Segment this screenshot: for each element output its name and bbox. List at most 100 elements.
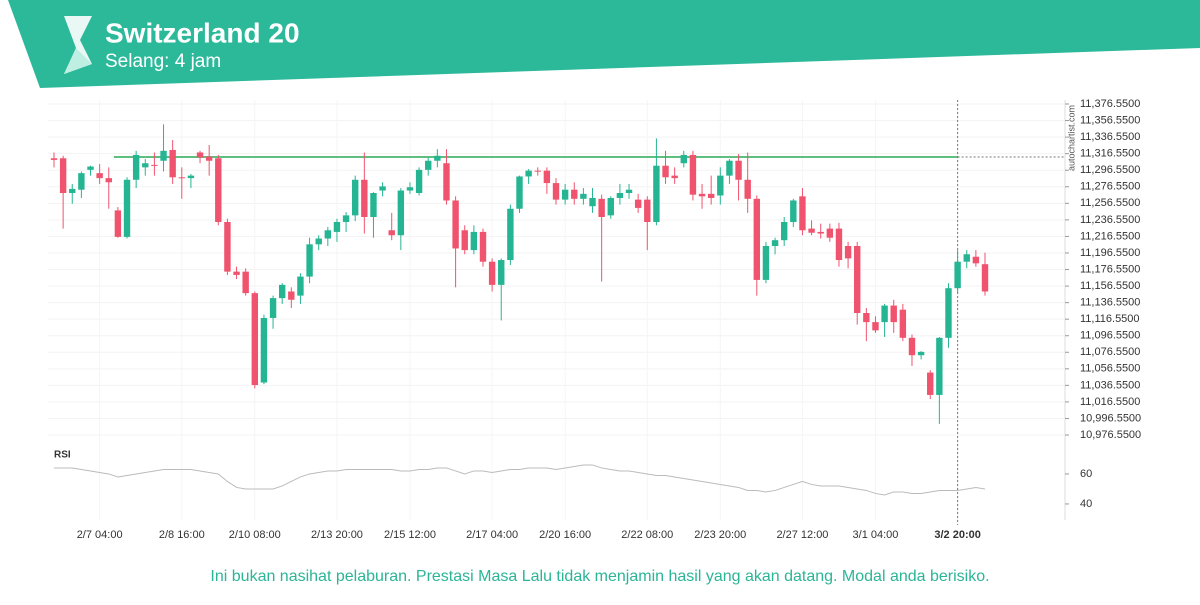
- candle-body: [443, 163, 450, 201]
- candle-body: [972, 256, 980, 264]
- candle-body: [306, 244, 313, 277]
- candle-body: [881, 305, 888, 323]
- candle-body: [251, 293, 259, 386]
- candle-body: [288, 291, 295, 300]
- candle-body: [780, 221, 788, 241]
- candle-body: [50, 158, 58, 160]
- candle-body: [105, 178, 112, 183]
- y-tick-label: 11,336.5500: [1080, 131, 1140, 143]
- candle-body: [607, 197, 614, 216]
- candle-body: [498, 260, 505, 285]
- candle-body: [936, 337, 943, 395]
- candle-body: [735, 160, 742, 180]
- candle-body: [589, 197, 596, 207]
- y-tick-label: 11,376.5500: [1080, 98, 1140, 110]
- candle-body: [78, 173, 85, 190]
- subtitle: Selang: 4 jam: [105, 51, 221, 72]
- candle-body: [415, 169, 423, 194]
- candle-body: [434, 155, 441, 161]
- y-tick-label: 11,156.5500: [1080, 280, 1140, 292]
- candle-body: [634, 199, 642, 208]
- candle-body: [963, 254, 970, 262]
- candle-body: [927, 372, 934, 395]
- watermark: autochartist.com: [1066, 105, 1076, 171]
- candle-body: [771, 240, 779, 246]
- y-tick-label: 11,216.5500: [1080, 230, 1140, 242]
- candle-body: [96, 173, 103, 179]
- candle-body: [278, 284, 286, 299]
- candle-body: [945, 288, 952, 338]
- x-tick-label: 2/22 08:00: [621, 529, 673, 541]
- y-tick-label: 10,996.5500: [1080, 412, 1141, 424]
- candle-body: [516, 176, 523, 209]
- candle-body: [269, 298, 277, 318]
- rsi-tick-label: 40: [1080, 498, 1092, 510]
- candle-body: [799, 196, 806, 231]
- candle-body: [917, 351, 925, 356]
- x-tick-label: 2/27 12:00: [776, 529, 828, 541]
- candle-body: [844, 245, 852, 259]
- candle-body: [388, 230, 395, 236]
- candle-body: [981, 264, 989, 292]
- candle-body: [762, 245, 770, 280]
- y-tick-label: 11,116.5500: [1080, 313, 1140, 325]
- y-tick-label: 11,036.5500: [1080, 379, 1140, 391]
- candle-body: [342, 215, 350, 222]
- candle-body: [187, 175, 195, 179]
- candle-body: [315, 238, 322, 245]
- candle-body: [224, 221, 231, 272]
- candle-body: [790, 200, 797, 222]
- rsi-tick-label: 60: [1080, 468, 1092, 480]
- candle-body: [425, 160, 432, 170]
- candle-body: [808, 228, 815, 233]
- y-tick-label: 11,176.5500: [1080, 263, 1140, 275]
- y-tick-label: 11,056.5500: [1080, 363, 1140, 375]
- candle-body: [653, 165, 660, 222]
- candle-body: [826, 228, 834, 238]
- x-tick-label: 2/10 08:00: [229, 529, 281, 541]
- x-tick-label: 2/13 20:00: [311, 529, 363, 541]
- candle-body: [132, 154, 140, 180]
- y-tick-label: 11,076.5500: [1080, 346, 1140, 358]
- candle-body: [370, 193, 377, 218]
- candle-body: [470, 231, 478, 251]
- candle-body: [671, 175, 678, 179]
- candle-body: [114, 210, 122, 237]
- candle-body: [69, 188, 76, 194]
- x-tick-label: 3/2 20:00: [934, 529, 980, 541]
- candle-body: [352, 179, 359, 216]
- logo-accent: [64, 48, 92, 74]
- candle-body: [543, 170, 551, 184]
- y-tick-label: 11,256.5500: [1080, 197, 1140, 209]
- candle-body: [333, 221, 341, 232]
- candle-body: [817, 231, 824, 234]
- candle-body: [151, 164, 158, 166]
- candle-body: [561, 189, 569, 200]
- candle-body: [379, 186, 386, 191]
- candle-body: [680, 154, 687, 164]
- candle-body: [854, 245, 861, 314]
- candle-body: [479, 231, 487, 262]
- y-tick-label: 11,136.5500: [1080, 297, 1140, 309]
- candle-body: [205, 156, 213, 161]
- x-tick-label: 2/20 16:00: [539, 529, 591, 541]
- candle-body: [123, 179, 131, 237]
- candle-body: [744, 179, 751, 199]
- candle-body: [598, 198, 605, 218]
- disclaimer: Ini bukan nasihat pelaburan. Prestasi Ma…: [210, 568, 989, 585]
- candle-body: [835, 228, 843, 261]
- x-tick-label: 2/15 12:00: [384, 529, 436, 541]
- candle-body: [525, 170, 532, 177]
- candle-body: [707, 193, 715, 198]
- candle-body: [552, 183, 560, 200]
- candle-body: [142, 163, 149, 168]
- y-tick-label: 11,356.5500: [1080, 114, 1140, 126]
- candle-body: [616, 193, 624, 198]
- candle-body: [87, 166, 94, 170]
- candle-body: [196, 152, 204, 158]
- y-tick-label: 11,196.5500: [1080, 247, 1140, 259]
- candle-body: [753, 198, 761, 280]
- candle-body: [726, 160, 733, 176]
